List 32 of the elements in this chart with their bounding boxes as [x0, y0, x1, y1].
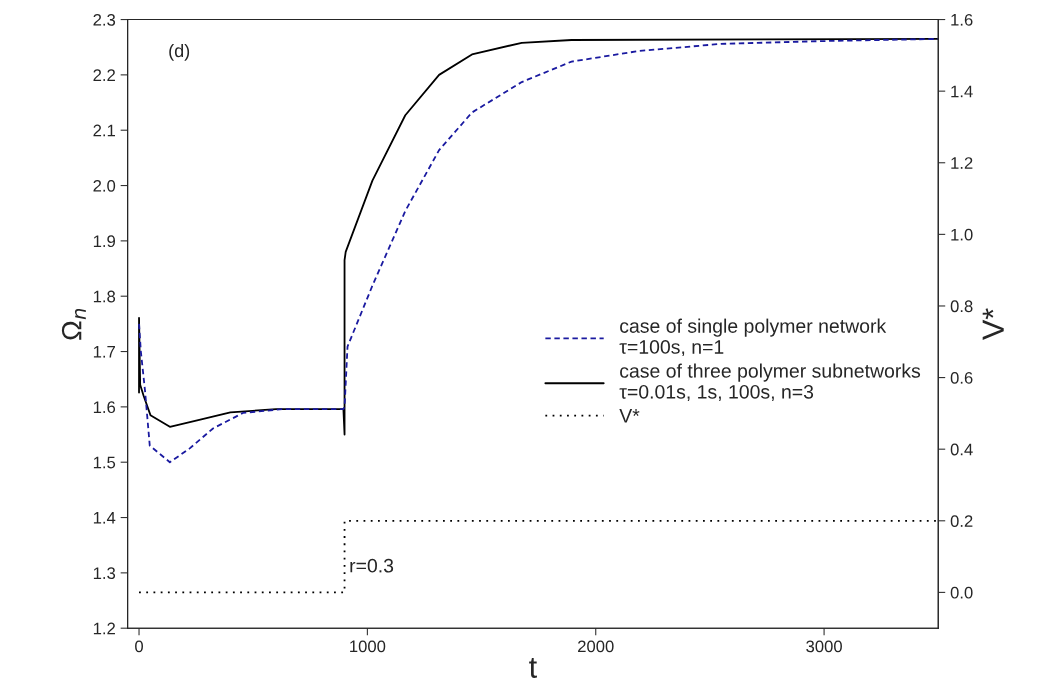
y-tick-label: 2.0	[93, 179, 116, 192]
y2-tick-label: 0.4	[950, 443, 973, 456]
y2-tick-label: 0.2	[950, 515, 973, 527]
y-tick-label: 1.8	[93, 290, 116, 303]
y-tick-label: 1.3	[93, 567, 116, 580]
y2-tick-label: 0.6	[950, 371, 973, 384]
y2-tick-label: 1.6	[951, 13, 973, 26]
y2-axis-title: V*	[982, 308, 1004, 340]
y2-tick-label: 1.0	[951, 228, 973, 241]
x-tick-label: 3000	[806, 640, 842, 653]
y2-tick-label: 0.0	[950, 586, 973, 599]
y2-tick-label: 1.2	[951, 157, 973, 169]
y-tick-label: 2.1	[93, 124, 115, 137]
y-tick-label: 2.3	[93, 13, 116, 26]
y2-tick-label: 0.8	[950, 300, 973, 313]
x-tick-label: 0	[135, 640, 144, 653]
y-tick-label: 1.9	[93, 235, 116, 248]
legend-label: V*	[619, 409, 640, 423]
y-tick-label: 1.2	[93, 622, 115, 635]
x-tick-label: 1000	[350, 640, 386, 653]
annotation: r=0.3	[350, 558, 394, 573]
y2-tick-label: 1.4	[951, 85, 973, 98]
y-tick-label: 1.6	[93, 401, 116, 414]
y-tick-label: 2.2	[93, 69, 115, 81]
x-axis-title: t	[529, 657, 537, 678]
y-tick-label: 1.5	[93, 456, 116, 469]
y-tick-label: 1.4	[93, 512, 116, 524]
y-tick-label: 1.7	[93, 346, 115, 358]
annotation: (d)	[169, 43, 190, 61]
y-axis-title: Ω$_{n}$	[61, 308, 86, 340]
x-tick-label: 2000	[578, 640, 614, 653]
legend-label: case of three polymer subnetworks τ=0.01s, 1s, 100s, n=3	[619, 363, 921, 402]
